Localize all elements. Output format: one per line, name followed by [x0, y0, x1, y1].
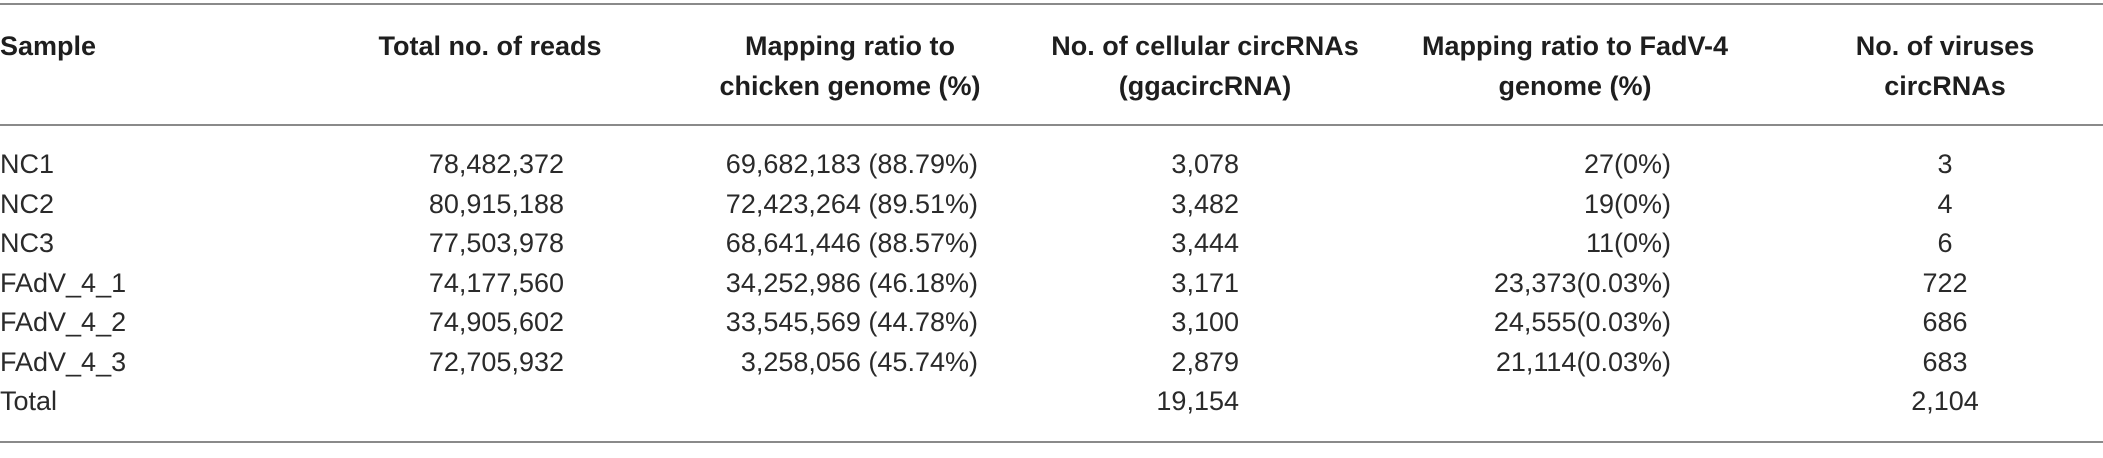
cell-sample: FAdV_4_2	[0, 307, 127, 337]
header-virus-circrnas-line-1: No. of viruses	[1855, 31, 2035, 61]
top-rule	[0, 3, 2103, 5]
header-total-reads-line-1: Total no. of reads	[378, 31, 602, 61]
cell-sample: NC3	[0, 228, 55, 258]
table-row: FAdV_4_2 74,905,602 33,545,569 (44.78%) …	[0, 303, 2103, 343]
cell-mapping-chicken: 68,641,446 (88.57%)	[725, 228, 978, 258]
header-sample: Sample	[0, 26, 96, 66]
cell-mapping-chicken: 72,423,264 (89.51%)	[725, 188, 978, 219]
header-cellular-circrnas: No. of cellular circRNAs (ggacircRNA)	[1030, 26, 1380, 106]
cell-total-reads: 74,177,560	[428, 267, 564, 298]
cell-mapping-chicken: 34,252,986 (46.18%)	[725, 267, 978, 298]
cell-mapping-fadv: 23,373(0.03%)	[1493, 267, 1671, 298]
header-mapping-fadv-line-1: Mapping ratio to FadV-4	[1421, 31, 1728, 61]
cell-mapping-fadv: 19(0%)	[1583, 188, 1671, 219]
cell-mapping-chicken: 3,258,056 (45.74%)	[740, 346, 978, 377]
table-header: Sample Total no. of reads Mapping ratio …	[0, 26, 2103, 106]
table-body: NC1 78,482,372 69,682,183 (88.79%) 3,078…	[0, 145, 2103, 422]
header-rule	[0, 124, 2103, 126]
cell-virus-circrnas: 4	[1937, 188, 1953, 219]
cell-total-reads: 78,482,372	[428, 149, 564, 179]
cell-mapping-fadv: 24,555(0.03%)	[1493, 307, 1671, 337]
cell-cellular-circrnas: 3,078	[1171, 149, 1239, 179]
cell-cellular-circrnas: 3,444	[1171, 228, 1239, 258]
cell-virus-circrnas: 686	[1922, 307, 1968, 337]
header-total-reads: Total no. of reads	[340, 26, 640, 66]
cell-cellular-circrnas: 3,482	[1171, 188, 1239, 219]
header-mapping-chicken: Mapping ratio to chicken genome (%)	[700, 26, 1000, 106]
cell-sample: FAdV_4_1	[0, 267, 127, 298]
header-virus-circrnas: No. of viruses circRNAs	[1815, 26, 2075, 106]
cell-mapping-chicken: 69,682,183 (88.79%)	[725, 149, 978, 179]
table-row: NC3 77,503,978 68,641,446 (88.57%) 3,444…	[0, 224, 2103, 264]
cell-cellular-circrnas: 3,171	[1171, 267, 1239, 298]
header-mapping-fadv: Mapping ratio to FadV-4 genome (%)	[1405, 26, 1745, 106]
cell-sample: Total	[0, 386, 58, 416]
cell-cellular-circrnas: 2,879	[1171, 346, 1239, 377]
table-row: NC2 80,915,188 72,423,264 (89.51%) 3,482…	[0, 185, 2103, 225]
table-row: FAdV_4_1 74,177,560 34,252,986 (46.18%) …	[0, 264, 2103, 304]
header-virus-circrnas-line-2: circRNAs	[1884, 71, 2006, 101]
cell-total-reads: 80,915,188	[428, 188, 564, 219]
header-mapping-chicken-line-2: chicken genome (%)	[719, 71, 981, 101]
table-row: FAdV_4_3 72,705,932 3,258,056 (45.74%) 2…	[0, 343, 2103, 383]
header-mapping-fadv-line-2: genome (%)	[1498, 71, 1652, 101]
bottom-rule	[0, 441, 2103, 443]
cell-total-reads: 74,905,602	[428, 307, 564, 337]
cell-virus-circrnas: 6	[1937, 228, 1953, 258]
cell-total-reads: 72,705,932	[428, 346, 564, 377]
cell-sample: NC1	[0, 149, 55, 179]
header-mapping-chicken-line-1: Mapping ratio to	[745, 31, 955, 61]
cell-virus-circrnas: 2,104	[1911, 386, 1979, 416]
cell-mapping-fadv: 11(0%)	[1585, 228, 1671, 258]
table-row: NC1 78,482,372 69,682,183 (88.79%) 3,078…	[0, 145, 2103, 185]
cell-mapping-fadv: 21,114(0.03%)	[1495, 346, 1671, 377]
cell-cellular-circrnas: 3,100	[1171, 307, 1239, 337]
cell-mapping-chicken: 33,545,569 (44.78%)	[725, 307, 978, 337]
header-cellular-circrnas-line-2: (ggacircRNA)	[1118, 71, 1292, 101]
cell-virus-circrnas: 683	[1922, 346, 1968, 377]
cell-virus-circrnas: 722	[1922, 267, 1968, 298]
header-cellular-circrnas-line-1: No. of cellular circRNAs	[1051, 31, 1359, 61]
cell-virus-circrnas: 3	[1937, 149, 1953, 179]
header-sample-line-1: Sample	[0, 31, 97, 61]
table-row-total: Total 19,154 2,104	[0, 382, 2103, 422]
cell-sample: FAdV_4_3	[0, 346, 127, 377]
cell-cellular-circrnas: 19,154	[1156, 386, 1239, 416]
cell-sample: NC2	[0, 188, 55, 219]
cell-total-reads: 77,503,978	[428, 228, 564, 258]
cell-mapping-fadv: 27(0%)	[1583, 149, 1671, 179]
